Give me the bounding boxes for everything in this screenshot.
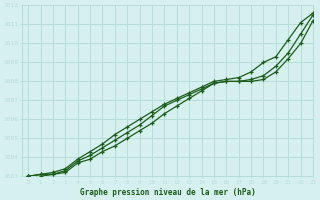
X-axis label: Graphe pression niveau de la mer (hPa): Graphe pression niveau de la mer (hPa) bbox=[80, 188, 255, 197]
